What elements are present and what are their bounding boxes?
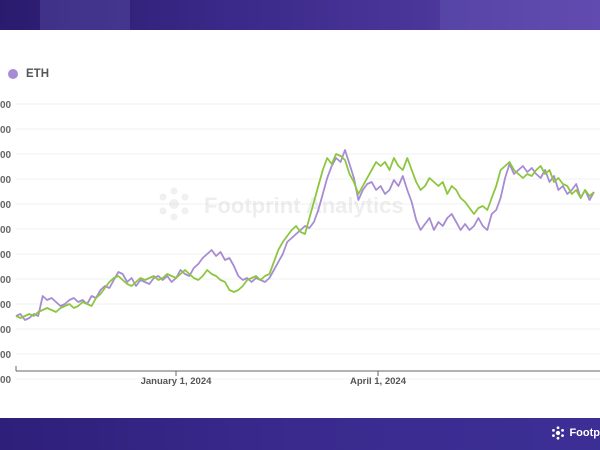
top-banner <box>0 0 600 30</box>
y-tick-label: 00 <box>0 300 12 311</box>
x-tick-label: April 1, 2024 <box>350 376 407 387</box>
series-line-eth <box>15 149 595 321</box>
banner-decoration <box>440 0 600 30</box>
chart: 00 00 00 00 00 00 00 00 00 00 00 00 Footprint Analy… <box>0 100 600 387</box>
x-axis-ticks: January 1, 2024 April 1, 2024 <box>141 371 407 387</box>
y-tick-label: 00 <box>0 100 12 111</box>
legend-label: ETH <box>26 68 49 80</box>
watermark-text: Footprint Analytics <box>204 193 404 218</box>
x-tick-label: January 1, 2024 <box>141 376 212 387</box>
y-axis-ticks: 00 00 00 00 00 00 00 00 00 00 00 00 <box>0 100 12 386</box>
y-tick-label: 00 <box>0 350 12 361</box>
footprint-logo-icon <box>159 187 189 221</box>
legend-dot <box>8 69 18 79</box>
series-line-second <box>15 153 595 319</box>
footer-brand-text: Footp <box>569 427 600 439</box>
y-tick-label: 00 <box>0 375 12 386</box>
y-tick-label: 00 <box>0 175 12 186</box>
y-tick-label: 00 <box>0 225 12 236</box>
y-tick-label: 00 <box>0 200 12 211</box>
y-tick-label: 00 <box>0 150 12 161</box>
watermark: Footprint Analytics <box>159 187 404 221</box>
legend[interactable]: ETH <box>8 66 49 82</box>
y-tick-label: 00 <box>0 125 12 136</box>
y-tick-label: 00 <box>0 250 12 261</box>
y-tick-label: 00 <box>0 325 12 336</box>
footer-brand: Footp <box>551 426 600 440</box>
banner-decoration <box>40 0 130 30</box>
y-tick-label: 00 <box>0 275 12 286</box>
grid <box>16 103 600 380</box>
bottom-banner: Footp <box>0 418 600 450</box>
footprint-logo-icon <box>552 426 565 440</box>
